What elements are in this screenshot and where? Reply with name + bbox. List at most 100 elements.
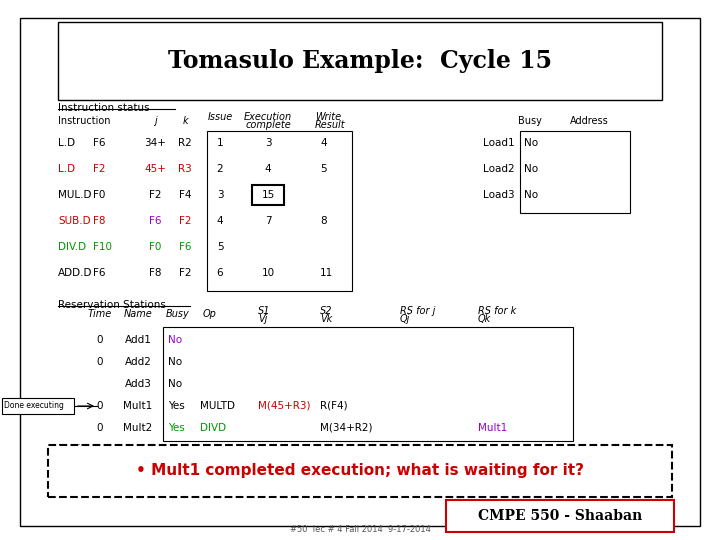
Text: j: j xyxy=(153,116,156,126)
Text: F8: F8 xyxy=(93,216,106,226)
Text: Busy: Busy xyxy=(518,116,542,126)
Text: Yes: Yes xyxy=(168,423,185,433)
Text: MUL.D: MUL.D xyxy=(58,190,91,200)
Text: Address: Address xyxy=(570,116,608,126)
Text: F12: F12 xyxy=(495,458,515,468)
Bar xyxy=(2,398,74,414)
Text: No: No xyxy=(524,190,538,200)
Text: 4: 4 xyxy=(217,216,223,226)
Text: F10: F10 xyxy=(93,242,112,252)
Text: M(45+R3): M(45+R3) xyxy=(258,401,310,411)
Text: Mult2: Mult2 xyxy=(123,423,153,433)
Bar xyxy=(252,185,284,205)
Text: F6: F6 xyxy=(93,138,106,148)
Text: 5: 5 xyxy=(217,242,223,252)
Text: F4: F4 xyxy=(269,458,282,468)
Text: k: k xyxy=(182,116,188,126)
Text: Mult2: Mult2 xyxy=(434,480,462,490)
Text: Write: Write xyxy=(315,112,341,122)
Text: F2: F2 xyxy=(179,216,192,226)
Text: Load1: Load1 xyxy=(483,138,515,148)
Text: M()-M(): M()-M() xyxy=(372,480,408,490)
Text: Reservation Stations: Reservation Stations xyxy=(58,300,166,310)
Text: 2: 2 xyxy=(217,164,223,174)
Bar xyxy=(207,131,352,291)
Text: 34+: 34+ xyxy=(144,138,166,148)
Bar xyxy=(446,500,674,532)
Text: F0: F0 xyxy=(93,190,105,200)
Text: No: No xyxy=(168,379,182,389)
Text: Mult1: Mult1 xyxy=(478,423,508,433)
Text: 7: 7 xyxy=(265,216,271,226)
Text: 15: 15 xyxy=(58,480,73,490)
Text: RS for k: RS for k xyxy=(478,306,516,316)
Text: Instruction: Instruction xyxy=(58,116,110,126)
Text: F6: F6 xyxy=(93,268,106,278)
Text: F6: F6 xyxy=(324,458,336,468)
Text: Clock: Clock xyxy=(58,458,89,468)
Text: M(45+R3): M(45+R3) xyxy=(197,480,247,490)
Text: F8: F8 xyxy=(149,268,161,278)
Text: No: No xyxy=(168,335,182,345)
Text: F0: F0 xyxy=(149,242,161,252)
Text: R3: R3 xyxy=(178,164,192,174)
Text: F6: F6 xyxy=(149,216,161,226)
Text: Name: Name xyxy=(124,309,153,319)
Text: ADD.D: ADD.D xyxy=(58,268,92,278)
Text: 0: 0 xyxy=(96,357,103,367)
Text: 4: 4 xyxy=(320,138,327,148)
Text: F2: F2 xyxy=(216,458,228,468)
Text: #50  lec # 4 Fall 2014  9-17-2014: #50 lec # 4 Fall 2014 9-17-2014 xyxy=(289,525,431,535)
Text: 3: 3 xyxy=(217,190,223,200)
Text: 8: 8 xyxy=(320,216,327,226)
Text: • Mult1 completed execution; what is waiting for it?: • Mult1 completed execution; what is wai… xyxy=(136,463,584,478)
Text: Vk: Vk xyxy=(320,314,332,324)
Bar xyxy=(48,445,672,497)
Text: L.D: L.D xyxy=(58,164,75,174)
Text: F2: F2 xyxy=(93,164,106,174)
Text: Result: Result xyxy=(315,120,346,130)
Text: L.D: L.D xyxy=(58,138,75,148)
Text: 0: 0 xyxy=(96,401,103,411)
Text: complete: complete xyxy=(245,120,291,130)
Text: S2: S2 xyxy=(320,306,333,316)
Text: DIVD: DIVD xyxy=(200,423,226,433)
Text: 3: 3 xyxy=(265,138,271,148)
Text: Qj: Qj xyxy=(400,314,410,324)
Bar xyxy=(58,22,662,100)
Text: R2: R2 xyxy=(178,138,192,148)
Text: Execution: Execution xyxy=(244,112,292,122)
Text: Issue: Issue xyxy=(207,112,233,122)
Text: R(F4): R(F4) xyxy=(320,401,348,411)
Text: Load2: Load2 xyxy=(483,164,515,174)
Text: F2: F2 xyxy=(149,190,161,200)
Text: Mult1: Mult1 xyxy=(154,480,181,490)
Text: 4: 4 xyxy=(265,164,271,174)
Text: 11: 11 xyxy=(320,268,333,278)
Text: Vj: Vj xyxy=(258,314,267,324)
Text: DIV.D: DIV.D xyxy=(58,242,86,252)
Text: 0: 0 xyxy=(96,423,103,433)
Text: 45+: 45+ xyxy=(144,164,166,174)
Text: 15: 15 xyxy=(261,190,274,200)
Text: F2: F2 xyxy=(179,268,192,278)
Bar xyxy=(152,475,640,495)
Text: 1: 1 xyxy=(217,138,223,148)
Text: 10: 10 xyxy=(261,268,274,278)
Text: M(34+R2): M(34+R2) xyxy=(320,423,372,433)
Text: F6: F6 xyxy=(179,242,192,252)
Text: F4: F4 xyxy=(179,190,192,200)
Text: F30: F30 xyxy=(611,458,629,468)
Text: Add1: Add1 xyxy=(125,335,151,345)
Text: No: No xyxy=(524,164,538,174)
Text: 5: 5 xyxy=(320,164,327,174)
Text: F10: F10 xyxy=(438,458,458,468)
Text: F8: F8 xyxy=(384,458,396,468)
Text: (M-M)+M(): (M-M)+M() xyxy=(304,480,356,490)
Text: Add3: Add3 xyxy=(125,379,151,389)
Text: S1: S1 xyxy=(258,306,271,316)
Text: Load3: Load3 xyxy=(483,190,515,200)
Bar xyxy=(163,327,573,441)
Text: 15: 15 xyxy=(261,190,274,200)
Text: Instruction status: Instruction status xyxy=(58,103,150,113)
